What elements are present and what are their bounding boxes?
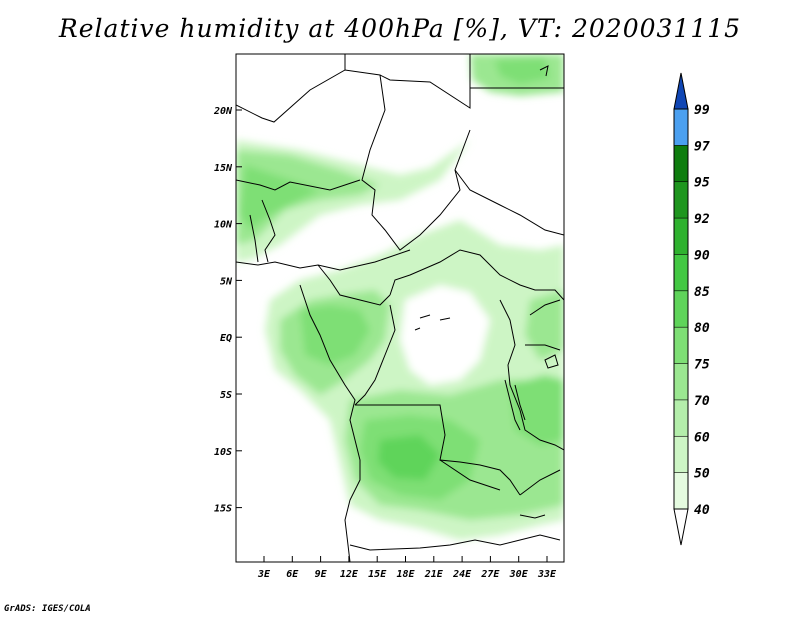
colorbar-lower-cap bbox=[673, 508, 689, 546]
colorbar-label: 70 bbox=[694, 394, 710, 409]
lon-tick-label: 3E bbox=[257, 569, 271, 580]
grads-credit: GrADS: IGES/COLA bbox=[4, 604, 91, 614]
longitude-axis: 3E 6E 9E 12E 15E 18E 21E 24E 27E 30E 33E bbox=[257, 556, 557, 580]
lat-tick-label: 5N bbox=[220, 276, 233, 287]
colorbar-segment bbox=[674, 254, 688, 291]
colorbar-label: 75 bbox=[694, 358, 710, 373]
colorbar-label: 40 bbox=[694, 503, 710, 518]
lon-tick-label: 15E bbox=[368, 569, 387, 580]
colorbar-label: 50 bbox=[694, 467, 710, 482]
latitude-axis: 20N 15N 10N 5N EQ 5S 10S 15S bbox=[213, 106, 242, 515]
colorbar-label: 95 bbox=[694, 176, 710, 191]
lat-tick-label: 10S bbox=[214, 447, 232, 458]
lakes bbox=[414, 65, 559, 519]
colorbar-label: 97 bbox=[694, 139, 710, 154]
colorbar-segment bbox=[674, 399, 688, 437]
colorbar-segment bbox=[674, 218, 688, 255]
colorbar-label: 85 bbox=[694, 285, 710, 300]
colorbar: 40 50 60 70 75 80 85 90 92 95 97 99 bbox=[673, 72, 710, 546]
lat-tick-label: 20N bbox=[213, 106, 233, 117]
lon-tick-label: 24E bbox=[452, 569, 472, 580]
colorbar-label: 99 bbox=[694, 103, 710, 118]
colorbar-segment bbox=[674, 436, 688, 473]
lat-tick-label: 15N bbox=[214, 163, 233, 174]
colorbar-segment bbox=[674, 145, 688, 182]
lon-tick-label: 21E bbox=[424, 569, 444, 580]
colorbar-segment bbox=[674, 472, 688, 509]
colorbar-segment bbox=[674, 363, 688, 400]
lat-tick-label: EQ bbox=[220, 333, 232, 344]
colorbar-segment bbox=[674, 290, 688, 328]
lon-tick-label: 12E bbox=[340, 569, 359, 580]
lat-tick-label: 5S bbox=[220, 390, 232, 401]
lat-tick-label: 10N bbox=[214, 220, 233, 231]
lon-tick-label: 27E bbox=[480, 569, 500, 580]
colorbar-label: 80 bbox=[694, 321, 710, 336]
colorbar-segment bbox=[674, 109, 688, 146]
lon-tick-label: 9E bbox=[315, 569, 328, 580]
colorbar-segment bbox=[674, 181, 688, 219]
lon-tick-label: 33E bbox=[537, 569, 557, 580]
colorbar-upper-cap bbox=[673, 72, 689, 110]
lon-tick-label: 30E bbox=[509, 569, 529, 580]
map-title: Relative humidity at 400hPa [%], VT: 202… bbox=[58, 14, 742, 43]
country-borders bbox=[236, 54, 564, 562]
colorbar-label: 60 bbox=[694, 430, 710, 445]
colorbar-label: 90 bbox=[694, 248, 710, 263]
humidity-field bbox=[236, 54, 564, 540]
colorbar-segment bbox=[674, 327, 688, 364]
lon-tick-label: 6E bbox=[286, 569, 299, 580]
plot-frame bbox=[235, 53, 565, 563]
colorbar-label: 92 bbox=[694, 212, 710, 227]
lat-tick-label: 15S bbox=[214, 504, 232, 515]
lon-tick-label: 18E bbox=[396, 569, 415, 580]
